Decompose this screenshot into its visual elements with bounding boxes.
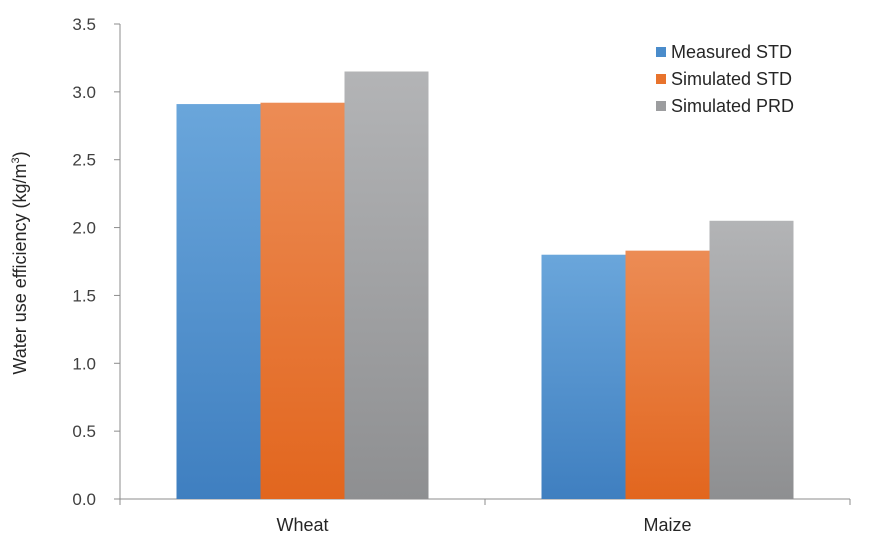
legend: Measured STD Simulated STD Simulated PRD	[656, 42, 794, 116]
y-tick-label: 2.0	[72, 219, 96, 238]
y-tick-label: 1.0	[72, 354, 96, 373]
legend-swatch	[656, 101, 666, 111]
y-axis: 0.0 0.5 1.0 1.5 2.0 2.5 3.0 3.5	[72, 15, 121, 509]
legend-swatch	[656, 74, 666, 84]
bar-maize-simulated-prd	[709, 220, 794, 500]
bar-maize-simulated-std	[625, 250, 710, 499]
y-axis-title: Water use efficiency (kg/m3)	[10, 151, 30, 374]
bar-wheat-simulated-std	[260, 102, 345, 499]
y-tick-label: 3.0	[72, 83, 96, 102]
bars	[176, 71, 794, 500]
bar-wheat-simulated-prd	[344, 71, 429, 499]
x-category-label: Wheat	[276, 515, 328, 534]
bar-maize-measured-std	[541, 254, 626, 499]
y-tick-label: 0.0	[72, 490, 96, 509]
y-tick-label: 1.5	[72, 286, 96, 305]
legend-label: Simulated STD	[671, 69, 792, 89]
svg-text:Water use efficiency (kg/m3): Water use efficiency (kg/m3)	[10, 151, 30, 374]
y-axis-title-text: Water use efficiency (kg/m	[10, 164, 30, 375]
y-axis-title-close: )	[10, 151, 30, 157]
y-tick-label: 2.5	[72, 151, 96, 170]
legend-label: Simulated PRD	[671, 96, 794, 116]
y-axis-title-superscript: 3	[10, 157, 22, 163]
legend-swatch	[656, 47, 666, 57]
legend-label: Measured STD	[671, 42, 792, 62]
bar-wheat-measured-std	[176, 104, 261, 500]
x-category-label: Maize	[643, 515, 691, 534]
x-axis: Wheat Maize	[119, 498, 851, 534]
y-tick-label: 3.5	[72, 15, 96, 34]
y-tick-label: 0.5	[72, 422, 96, 441]
